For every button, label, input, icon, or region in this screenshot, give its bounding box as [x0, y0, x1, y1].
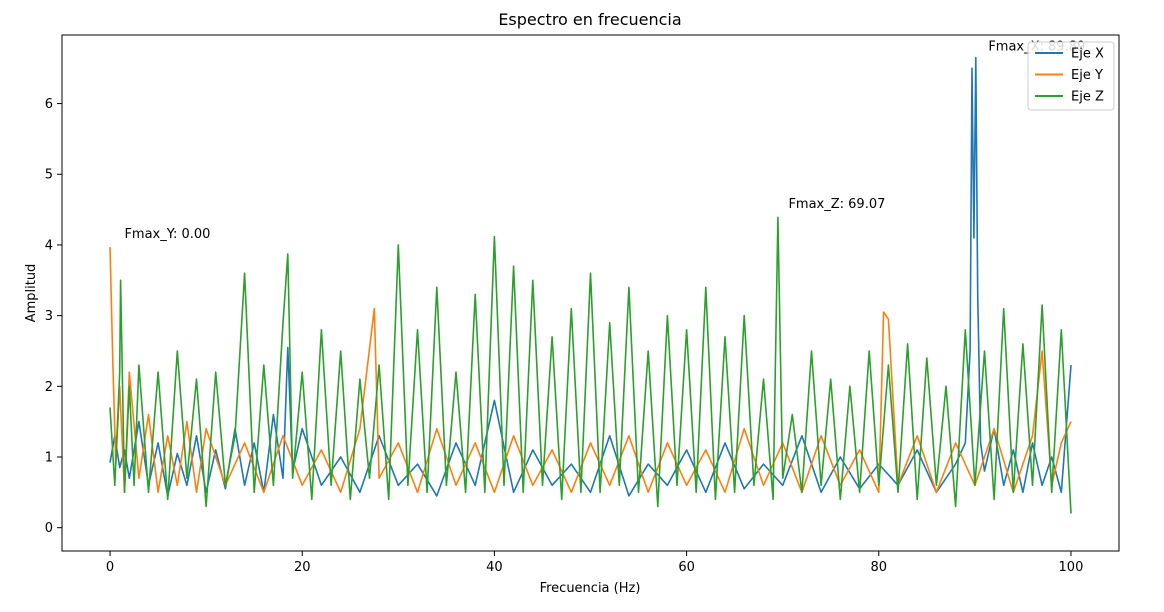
x-tick-label: 80 — [870, 560, 887, 575]
legend-box — [1027, 41, 1115, 111]
x-tick-label: 20 — [294, 560, 311, 575]
annotation-label: Fmax_Y: 0.00 — [124, 227, 210, 242]
y-tick-label: 0 — [45, 521, 53, 536]
y-tick-label: 3 — [45, 309, 53, 324]
y-tick-label: 2 — [45, 380, 53, 395]
series-line-eje-z — [109, 216, 1072, 514]
x-tick-label: 40 — [486, 560, 503, 575]
annotation-label: Fmax_Z: 69.07 — [788, 197, 885, 212]
axes-frame — [61, 34, 1120, 552]
legend-label: Eje Y — [1071, 68, 1103, 83]
legend-label: Eje X — [1071, 47, 1104, 62]
x-axis-label: Frecuencia (Hz) — [540, 581, 641, 596]
y-tick-label: 4 — [45, 238, 53, 253]
y-tick-label: 6 — [45, 97, 53, 112]
plot-lines — [109, 56, 1072, 514]
y-tick-label: 1 — [45, 450, 53, 465]
x-tick-label: 100 — [1059, 560, 1084, 575]
chart-title: Espectro en frecuencia — [498, 10, 681, 29]
y-axis-label: Amplitud — [24, 264, 39, 323]
x-tick-label: 0 — [106, 560, 114, 575]
x-axis-ticks: 0 20 40 60 80 100 — [106, 551, 1083, 575]
x-tick-label: 60 — [678, 560, 695, 575]
legend-label: Eje Z — [1071, 90, 1104, 105]
y-axis-ticks: 0 1 2 3 4 5 6 — [45, 97, 62, 536]
legend: Eje X Eje Y Eje Z — [1027, 41, 1115, 111]
y-tick-label: 5 — [45, 168, 53, 183]
series-line-eje-x — [109, 56, 1072, 497]
